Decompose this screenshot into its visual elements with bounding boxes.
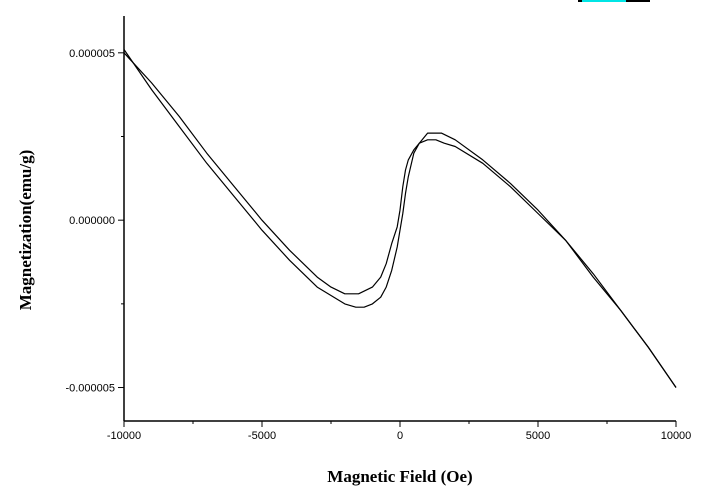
- x-tick-label: 0: [397, 430, 403, 442]
- x-tick-label: -10000: [107, 430, 141, 442]
- series-line-2: [123, 49, 677, 388]
- y-axis-title: Magnetization(emu/g): [16, 150, 35, 311]
- y-axis-ticks: -0.000005 0.000000 0.000005: [65, 48, 124, 395]
- legend-color-fragment: [582, 0, 626, 2]
- series-line-1: [123, 52, 677, 388]
- x-tick-label: 10000: [661, 430, 692, 442]
- data-series-group: [123, 49, 677, 388]
- y-tick-label: -0.000005: [65, 383, 115, 395]
- x-axis-ticks: -10000 -5000 0 5000 10000: [107, 421, 691, 442]
- y-tick-label: 0.000000: [69, 215, 115, 227]
- x-axis-title: Magnetic Field (Oe): [327, 467, 472, 486]
- y-tick-label: 0.000005: [69, 48, 115, 60]
- x-tick-label: 5000: [526, 430, 550, 442]
- x-tick-label: -5000: [248, 430, 276, 442]
